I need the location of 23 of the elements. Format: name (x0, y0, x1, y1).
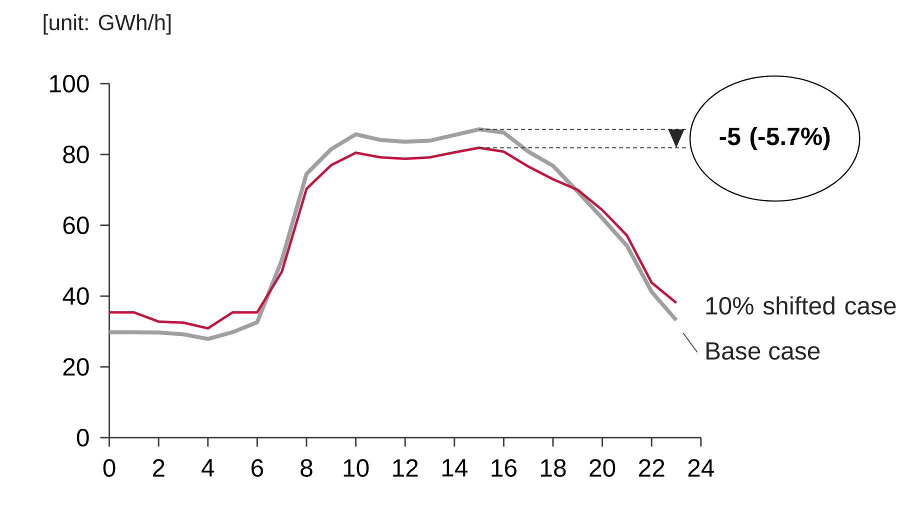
y-tick-label: 0 (76, 428, 89, 447)
x-tick-label: 14 (442, 459, 468, 476)
x-tick-label: 20 (590, 459, 616, 477)
x-tick-label: 24 (688, 459, 714, 477)
y-tick-label: 60 (63, 216, 89, 234)
series-label: Base case (706, 342, 820, 360)
x-tick-label: 2 (152, 459, 164, 477)
y-tick-label: 100 (50, 74, 89, 93)
y-tick-label: 80 (63, 146, 89, 164)
y-axis-title: [unit: GWh/h] (44, 14, 171, 35)
x-tick-label: 8 (300, 459, 312, 477)
y-tick-label: 40 (62, 287, 89, 305)
text: -5 (-5.7%) (720, 126, 830, 150)
x-tick-label: 10 (344, 459, 369, 477)
series-label: 10% shifted case (706, 296, 896, 315)
x-tick-label: 22 (639, 459, 664, 477)
x-tick-label: 6 (252, 459, 264, 477)
x-tick-label: 4 (202, 459, 214, 476)
x-tick-label: 18 (541, 459, 566, 477)
x-tick-label: 12 (393, 459, 418, 477)
x-tick-label: 16 (492, 459, 516, 477)
x-tick-label: 0 (103, 459, 116, 477)
y-tick-label: 20 (63, 358, 89, 376)
